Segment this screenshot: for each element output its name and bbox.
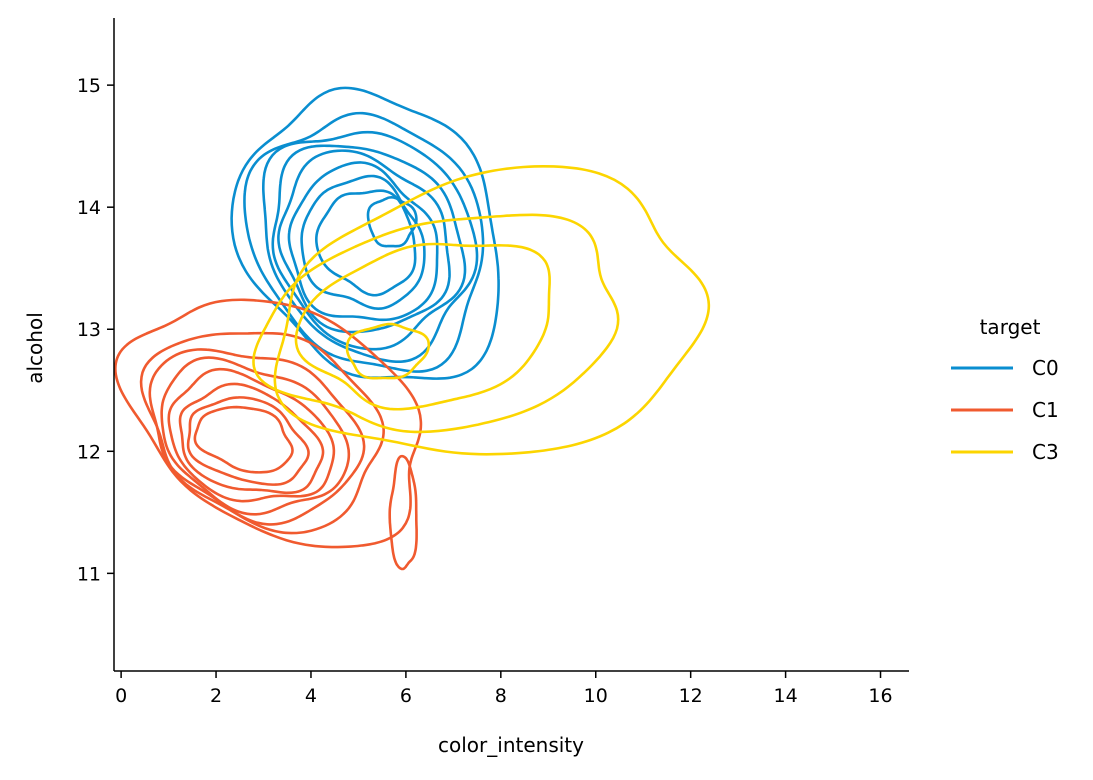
contour-c3-level bbox=[345, 322, 431, 380]
contour-c3-level bbox=[252, 213, 620, 434]
contour-c0-level bbox=[366, 196, 418, 248]
contour-c1-level bbox=[114, 298, 423, 549]
x-tick-label: 8 bbox=[495, 685, 507, 707]
contour-c3-level bbox=[273, 165, 711, 456]
contour-c0-level bbox=[315, 189, 417, 297]
contour-c3-level bbox=[294, 242, 551, 411]
x-tick-label: 0 bbox=[115, 685, 127, 707]
y-tick-label: 13 bbox=[77, 319, 101, 341]
x-tick-label: 12 bbox=[679, 685, 703, 707]
legend-label-c0: C0 bbox=[1032, 356, 1059, 380]
contour-c1-level bbox=[178, 382, 325, 495]
contour-c1-level bbox=[139, 331, 385, 535]
contour-c1-level bbox=[186, 396, 310, 486]
contour-layer bbox=[114, 86, 711, 571]
x-axis-title: color_intensity bbox=[438, 733, 584, 757]
contour-c1-level bbox=[160, 356, 351, 516]
legend-label-c1: C1 bbox=[1032, 398, 1059, 422]
y-tick-label: 12 bbox=[77, 441, 101, 463]
series-c3 bbox=[252, 165, 711, 456]
contour-c1-level bbox=[193, 405, 294, 474]
contour-c1-level bbox=[167, 367, 336, 503]
series-c1 bbox=[114, 298, 423, 571]
contour-c0-level bbox=[243, 111, 485, 373]
contour-c0-level bbox=[277, 149, 451, 334]
contour-c1-level bbox=[388, 454, 418, 571]
x-tick-label: 10 bbox=[584, 685, 608, 707]
legend-title: target bbox=[980, 315, 1041, 339]
contour-c0-level bbox=[287, 161, 439, 322]
y-ticks: 11 12 13 14 15 bbox=[77, 75, 114, 585]
y-tick-label: 14 bbox=[77, 197, 101, 219]
y-tick-label: 15 bbox=[77, 75, 101, 97]
legend-label-c3: C3 bbox=[1032, 440, 1059, 464]
legend: target C0 C1 C3 bbox=[951, 315, 1059, 464]
x-tick-label: 2 bbox=[210, 685, 222, 707]
x-ticks: 0 2 4 6 8 10 12 14 16 bbox=[115, 671, 893, 707]
plot-area: 0 2 4 6 8 10 12 14 16 11 12 13 14 15 bbox=[77, 18, 909, 707]
y-tick-label: 11 bbox=[77, 563, 101, 585]
x-tick-label: 6 bbox=[400, 685, 412, 707]
contour-c0-level bbox=[300, 174, 426, 310]
series-c0 bbox=[230, 86, 500, 380]
x-tick-label: 14 bbox=[774, 685, 798, 707]
x-tick-label: 4 bbox=[305, 685, 317, 707]
contour-c0-level bbox=[262, 130, 479, 364]
y-axis-title: alcohol bbox=[23, 312, 47, 384]
x-tick-label: 16 bbox=[868, 685, 892, 707]
